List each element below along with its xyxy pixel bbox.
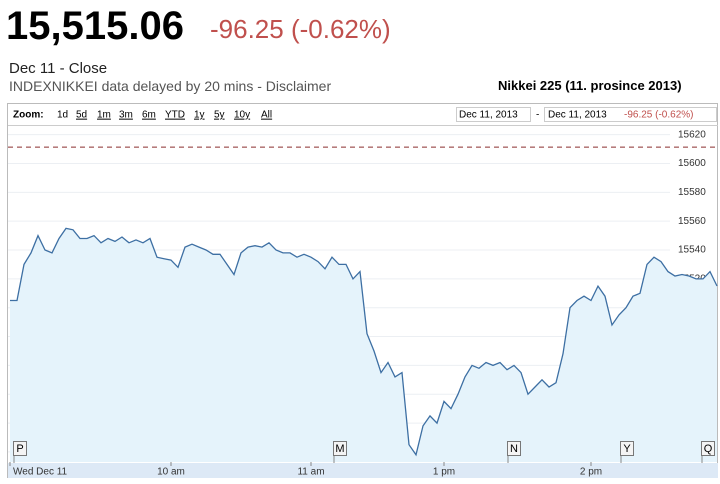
zoom-link[interactable]: 1m	[97, 110, 111, 121]
zoom-link[interactable]: 6m	[142, 110, 156, 121]
flag-label[interactable]: M	[335, 443, 344, 455]
flag-label[interactable]: Q	[704, 443, 713, 455]
flag-box[interactable]	[701, 441, 715, 456]
x-tick-label: 10 am	[157, 467, 185, 478]
x-tick-label: 11 am	[297, 467, 324, 478]
area	[10, 228, 717, 462]
y-tick-label: 15600	[678, 158, 706, 169]
zoom-link[interactable]: 1y	[194, 110, 205, 121]
y-tick-label: 15620	[678, 129, 706, 140]
zoom-link[interactable]: YTD	[165, 110, 185, 121]
zoom-link[interactable]: 3m	[119, 110, 133, 121]
y-tick-label: 15580	[678, 187, 706, 198]
zoom-link[interactable]: All	[261, 110, 272, 121]
x-tick-label: Wed Dec 11	[13, 467, 68, 478]
session: Dec 11 - Close	[9, 60, 108, 77]
flag-box[interactable]	[507, 441, 521, 456]
flag-box[interactable]	[13, 441, 27, 456]
flag-label[interactable]: P	[16, 443, 23, 455]
price: 15,515.06	[6, 4, 184, 48]
price-line	[10, 227, 718, 457]
flag-label[interactable]: Y	[623, 443, 631, 455]
date-box	[544, 107, 717, 122]
date-from[interactable]: Dec 11, 2013	[459, 110, 518, 121]
zoom-link[interactable]: 10y	[234, 110, 250, 121]
zoom-label: Zoom:	[13, 110, 44, 121]
date-separator: -	[536, 110, 539, 121]
range-change: -96.25 (-0.62%)	[624, 110, 693, 121]
chart-caption: Nikkei 225 (11. prosince 2013)	[498, 78, 682, 93]
flag-box[interactable]	[333, 441, 347, 456]
x-tick-label: 2 pm	[580, 467, 602, 478]
zoom-link[interactable]: 5y	[214, 110, 225, 121]
x-axis-band	[8, 463, 718, 478]
flag-label[interactable]: N	[510, 443, 518, 455]
delay-note: INDEXNIKKEI data delayed by 20 mins - Di…	[9, 78, 332, 94]
date-to[interactable]: Dec 11, 2013	[548, 110, 607, 121]
price-change: -96.25 (-0.62%)	[210, 14, 391, 44]
flag-box[interactable]	[620, 441, 634, 456]
zoom-link[interactable]: 5d	[76, 110, 87, 121]
y-tick-label: 15540	[678, 245, 706, 256]
x-tick-label: 1 pm	[433, 467, 455, 478]
zoom-link[interactable]: 1d	[57, 110, 68, 121]
date-box	[456, 107, 531, 122]
y-tick-label: 15560	[678, 216, 706, 227]
